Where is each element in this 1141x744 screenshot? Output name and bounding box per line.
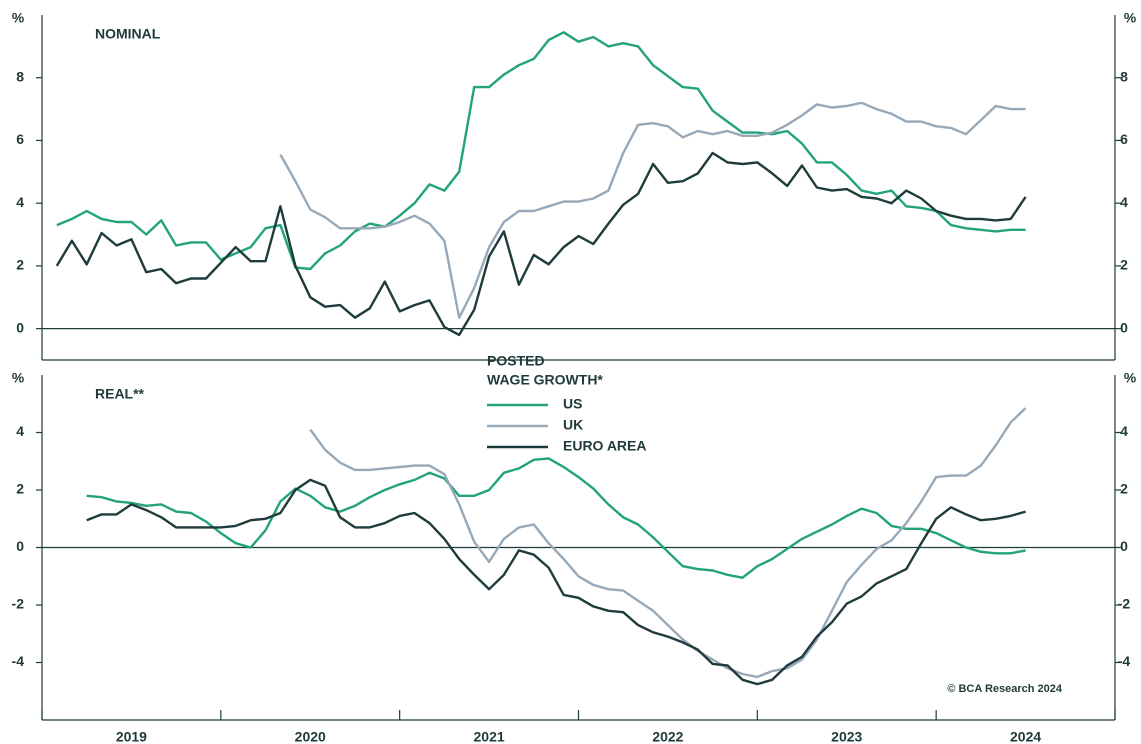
y-unit-right: % — [1124, 10, 1137, 26]
y-unit-left: % — [12, 10, 25, 26]
y-tick-label-left: -4 — [12, 653, 25, 669]
y-tick-label-left: -2 — [12, 596, 25, 612]
legend-title: WAGE GROWTH* — [487, 372, 603, 388]
series-line — [309, 407, 1027, 679]
panel-title: NOMINAL — [95, 26, 161, 42]
y-tick-label-left: 4 — [16, 423, 24, 439]
y-tick-label-left: 0 — [16, 319, 24, 335]
y-unit-left: % — [12, 370, 25, 386]
x-tick-label: 2022 — [652, 729, 683, 744]
y-tick-label-left: 6 — [16, 131, 24, 147]
x-tick-label: 2020 — [295, 729, 326, 744]
y-unit-right: % — [1124, 370, 1137, 386]
series-line — [279, 101, 1026, 319]
y-tick-label-right: 0 — [1120, 319, 1128, 335]
series-line — [55, 151, 1027, 337]
y-tick-label-right: 2 — [1120, 481, 1128, 497]
y-tick-label-left: 8 — [16, 68, 24, 84]
y-tick-label-right: -2 — [1118, 596, 1131, 612]
y-tick-label-left: 4 — [16, 194, 24, 210]
y-tick-label-left: 2 — [16, 257, 24, 273]
y-tick-label-right: 4 — [1120, 194, 1128, 210]
y-tick-label-right: 6 — [1120, 131, 1128, 147]
y-tick-label-right: -4 — [1118, 653, 1131, 669]
panel-title: REAL** — [95, 386, 145, 402]
legend-label: US — [563, 396, 582, 412]
legend-title: POSTED — [487, 353, 545, 369]
series-line — [86, 478, 1026, 686]
copyright: © BCA Research 2024 — [947, 683, 1063, 695]
x-tick-label: 2023 — [831, 729, 862, 744]
x-tick-label: 2021 — [474, 729, 505, 744]
y-tick-label-right: 2 — [1120, 257, 1128, 273]
y-tick-label-left: 2 — [16, 481, 24, 497]
x-tick-label: 2019 — [116, 729, 147, 744]
y-tick-label-right: 8 — [1120, 68, 1128, 84]
y-tick-label-right: 4 — [1120, 423, 1128, 439]
y-tick-label-right: 0 — [1120, 538, 1128, 554]
series-line — [56, 31, 1026, 271]
legend-label: EURO AREA — [563, 438, 647, 454]
y-tick-label-left: 0 — [16, 538, 24, 554]
series-line — [86, 457, 1026, 579]
x-tick-label: 2024 — [1010, 729, 1041, 744]
legend-label: UK — [563, 417, 583, 433]
